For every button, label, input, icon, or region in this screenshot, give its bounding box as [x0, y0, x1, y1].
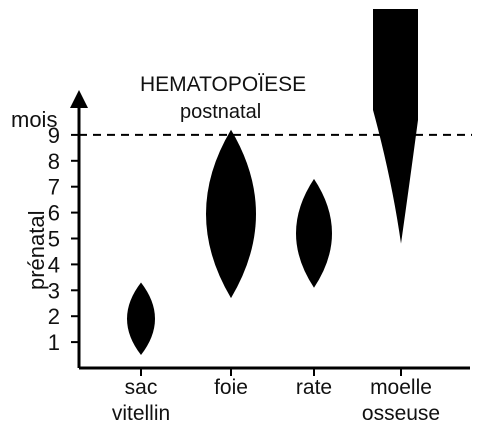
y-tick-label-7: 7: [48, 175, 60, 200]
range-shape-4: [373, 9, 418, 244]
y-tick-label-9: 9: [48, 123, 60, 148]
y-tick-label-8: 8: [48, 149, 60, 174]
y-tick-label-5: 5: [48, 227, 60, 252]
y-tick-label-2: 2: [48, 304, 60, 329]
chart-title: HEMATOPOÏESE: [140, 73, 306, 96]
range-shapes: [127, 9, 418, 356]
range-shape-2: [206, 129, 256, 299]
x-tick-group: [140, 368, 402, 376]
y-tick-label-1: 1: [48, 330, 60, 355]
postnatal-label: postnatal: [180, 101, 261, 123]
category-label-4: moelle: [370, 376, 432, 399]
category-label-4-line2: osseuse: [362, 402, 440, 425]
category-label-1: sac: [125, 376, 158, 399]
y-unit-label: mois: [11, 107, 57, 132]
range-shape-3: [296, 178, 332, 288]
y-axis-label: prénatal: [24, 210, 49, 290]
y-tick-label-3: 3: [48, 278, 60, 303]
category-label-3: rate: [296, 376, 332, 399]
y-tick-label-6: 6: [48, 201, 60, 226]
category-label-2: foie: [214, 376, 248, 399]
y-axis-arrow-icon: [70, 90, 88, 108]
category-label-1-line2: vitellin: [112, 402, 170, 425]
y-tick-label-4: 4: [48, 252, 60, 277]
range-shape-1: [127, 282, 155, 356]
